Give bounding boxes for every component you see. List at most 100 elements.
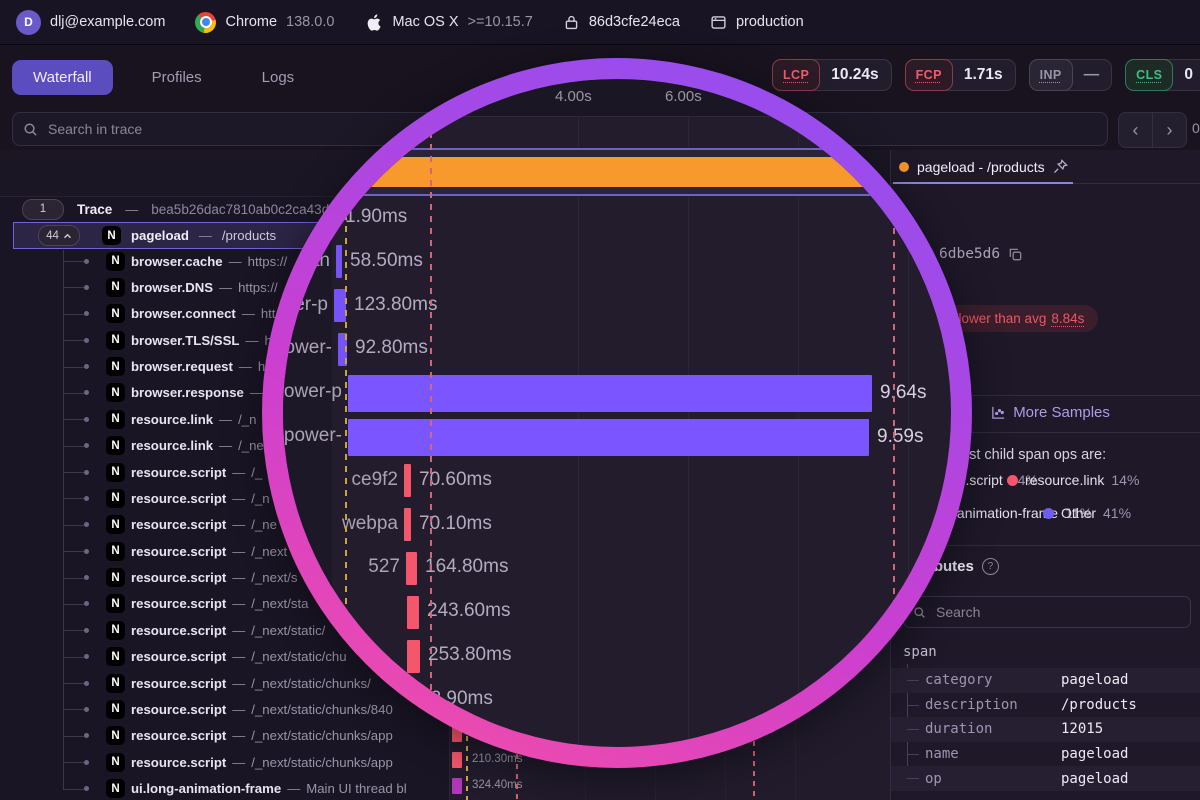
tree-guide-line	[63, 250, 64, 790]
tree-node-dot	[84, 548, 89, 554]
span-row[interactable]: N browser.request — h	[0, 354, 449, 380]
span-row[interactable]: N resource.script — /_next	[0, 538, 449, 564]
os-name: Mac OS X	[392, 14, 459, 30]
vital-value: 0	[1184, 66, 1193, 83]
attribute-value: /products	[1061, 696, 1137, 713]
separator: —	[232, 596, 246, 612]
span-row[interactable]: N resource.script — /_next/static/	[0, 617, 449, 643]
span-row[interactable]: N browser.cache — https://	[0, 248, 449, 274]
span-duration-bar[interactable]	[452, 725, 462, 742]
span-op: resource.script	[131, 701, 227, 717]
span-row[interactable]: N resource.script — /_next/static/chunks…	[0, 749, 449, 775]
pin-icon[interactable]	[1053, 159, 1068, 174]
marker-dashed-line	[345, 190, 347, 747]
nextjs-icon: N	[106, 726, 125, 746]
help-icon[interactable]: ?	[981, 558, 999, 575]
lens-timeline-axis: 00s 4.00s 6.00s	[283, 80, 951, 117]
vital-value: —	[1083, 66, 1100, 83]
separator: —	[232, 464, 246, 480]
span-description: /_n	[251, 490, 270, 506]
lens-waterfall-row: 253.80ms	[283, 634, 951, 678]
span-description: /_next	[251, 543, 288, 559]
tree-node-dot	[84, 390, 89, 396]
attributes-search-box[interactable]	[903, 596, 1191, 628]
attributes-root-key: span	[903, 644, 937, 660]
divider	[891, 432, 1200, 433]
avg-duration-link[interactable]: 8.84s	[1051, 311, 1085, 326]
nextjs-icon: N	[106, 594, 125, 614]
tree-connector	[63, 445, 84, 447]
span-row[interactable]: N resource.script — /_ne	[0, 512, 449, 538]
tree-node-dot	[84, 337, 89, 343]
tree-node-dot	[84, 680, 89, 686]
nextjs-icon: N	[106, 383, 125, 403]
span-duration-bar[interactable]	[452, 751, 462, 768]
span-row[interactable]: N browser.DNS — https://	[0, 274, 449, 300]
span-row[interactable]: N resource.script — /_n	[0, 485, 449, 511]
span-duration-bar-magnified	[334, 289, 346, 323]
legend-dot	[1043, 507, 1054, 519]
separator: —	[232, 570, 246, 586]
span-duration-label: 70.60ms	[419, 468, 492, 490]
separator: —	[232, 490, 246, 506]
marker-dashed-line	[753, 741, 755, 800]
browser-group: Chrome 138.0.0	[195, 11, 335, 33]
tree-connector	[63, 788, 84, 790]
marker-dashed-line	[466, 736, 468, 800]
chrome-icon	[195, 11, 217, 33]
tree-node-dot	[84, 601, 89, 607]
span-duration-bar-magnified	[348, 374, 872, 412]
span-duration-bar-magnified	[407, 683, 412, 717]
browser-version: 138.0.0	[286, 14, 335, 30]
prev-result-button[interactable]: ‹	[1118, 112, 1153, 148]
span-row[interactable]: N ui.long-animation-frame — Main UI thre…	[0, 776, 449, 800]
span-row[interactable]: N resource.link — /_ne	[0, 433, 449, 459]
tree-connector	[63, 709, 84, 711]
span-description: /products	[221, 228, 277, 243]
separator: —	[219, 438, 233, 454]
lens-waterfall-row: 22.90ms	[283, 678, 951, 722]
web-vital-chip[interactable]: CLS 0	[1125, 59, 1200, 91]
next-result-button[interactable]: ›	[1153, 112, 1187, 148]
waterfall-row[interactable]: 324.40ms	[450, 773, 890, 799]
span-description: /_n	[238, 411, 257, 427]
expand-pill[interactable]: 44	[38, 225, 80, 246]
user-avatar[interactable]: D	[16, 9, 41, 35]
trace-child-count-pill[interactable]: 1	[22, 198, 64, 220]
lens-waterfall-row: lan 58.50ms	[283, 240, 951, 284]
lens-tree-text-fragment: webpa	[342, 512, 398, 534]
span-description: /_ne	[238, 438, 264, 454]
web-vital-chip[interactable]: INP —	[1028, 59, 1113, 91]
span-row[interactable]: N resource.script — /_next/sta	[0, 591, 449, 617]
tree-node-dot	[84, 522, 89, 528]
search-icon	[24, 123, 37, 136]
tree-connector	[63, 551, 84, 553]
nextjs-icon: N	[106, 752, 125, 772]
attribute-value: pageload	[1061, 770, 1129, 787]
copy-icon[interactable]	[1008, 247, 1023, 262]
separator: —	[241, 306, 255, 322]
span-duration-bar[interactable]	[452, 778, 462, 795]
attributes-search-input[interactable]	[934, 603, 1181, 621]
span-op: resource.link	[131, 438, 214, 454]
lens-selected-row	[283, 148, 951, 196]
tree-node-dot	[84, 786, 89, 792]
span-duration-label: 243.60ms	[427, 600, 511, 622]
lens-waterfall-row: power- 9.59s	[283, 415, 951, 459]
span-row[interactable]: N browser.TLS/SSL — h	[0, 327, 449, 353]
span-duration-label: 9.64s	[880, 382, 927, 404]
tree-connector	[63, 498, 84, 500]
span-row[interactable]: N resource.script — /_	[0, 459, 449, 485]
waterfall-row[interactable]: 210.30ms	[450, 747, 890, 773]
nextjs-icon: N	[102, 226, 121, 245]
view-tab[interactable]: Waterfall	[12, 60, 113, 95]
gridline	[908, 116, 909, 747]
tab-more-samples[interactable]: More Samples	[991, 404, 1110, 421]
attributes-table: category pageload description /products …	[891, 668, 1200, 791]
span-row[interactable]: N resource.link — /_n	[0, 406, 449, 432]
view-tab[interactable]: Profiles	[151, 69, 202, 86]
separator: —	[232, 754, 246, 770]
tree-connector	[63, 287, 84, 289]
span-row[interactable]: N browser.connect — htt	[0, 301, 449, 327]
